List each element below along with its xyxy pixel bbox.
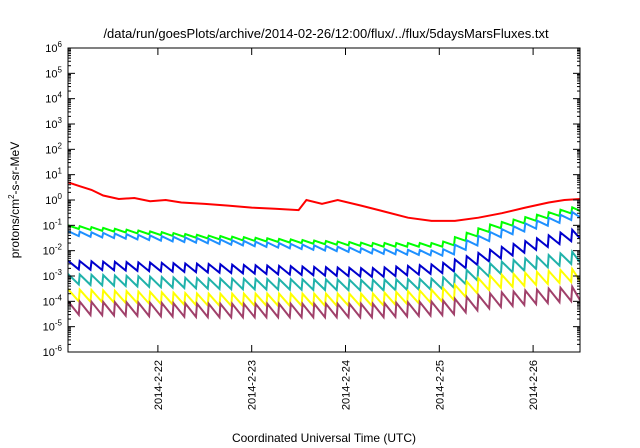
y-tick-label: 10-5 — [43, 319, 63, 334]
series-layer — [68, 181, 580, 320]
series-line-1 — [68, 205, 580, 249]
y-axis-label: protons/cm2-s-sr-MeV — [7, 142, 22, 258]
x-tick-label: 2014-2-26 — [528, 360, 540, 410]
y-axis: 10-6 10-5 10-4 10-3 10-2 10-1 100 101 102 103 104 1… — [43, 40, 580, 359]
series-line-5 — [68, 265, 580, 309]
y-tick-label: 104 — [45, 91, 62, 106]
y-tick-label: 10-6 — [43, 344, 63, 359]
x-tick-label: 2014-2-23 — [247, 360, 259, 410]
y-tick-label: 10-4 — [43, 293, 63, 308]
y-axis-label-pre: protons/cm — [8, 199, 22, 258]
series-line-4 — [68, 249, 580, 293]
y-tick-label: 105 — [45, 65, 62, 80]
series-line-2 — [68, 210, 580, 258]
y-tick-label: 103 — [45, 116, 62, 131]
series-line-6 — [68, 283, 580, 320]
series-line-3 — [68, 227, 580, 279]
y-tick-label: 10-2 — [43, 243, 63, 258]
y-tick-label: 101 — [45, 167, 62, 182]
y-axis-label-post: -s-sr-MeV — [8, 142, 22, 195]
x-tick-label: 2014-2-22 — [153, 360, 165, 410]
x-axis-label: Coordinated Universal Time (UTC) — [232, 431, 416, 445]
y-tick-label: 100 — [45, 192, 62, 207]
x-tick-label: 2014-2-24 — [340, 360, 352, 410]
y-tick-label: 106 — [45, 40, 62, 55]
y-tick-label: 10-1 — [43, 217, 63, 232]
series-line-0 — [68, 181, 580, 222]
x-axis: 2014-2-22 2014-2-23 2014-2-24 2014-2-25 2014… — [153, 48, 540, 410]
chart-title: /data/run/goesPlots/archive/2014-02-26/1… — [103, 26, 549, 41]
y-axis-label-sup: 2 — [7, 194, 16, 199]
y-tick-label: 102 — [45, 141, 62, 156]
y-tick-label: 10-3 — [43, 268, 63, 283]
x-tick-label: 2014-2-25 — [434, 360, 446, 410]
